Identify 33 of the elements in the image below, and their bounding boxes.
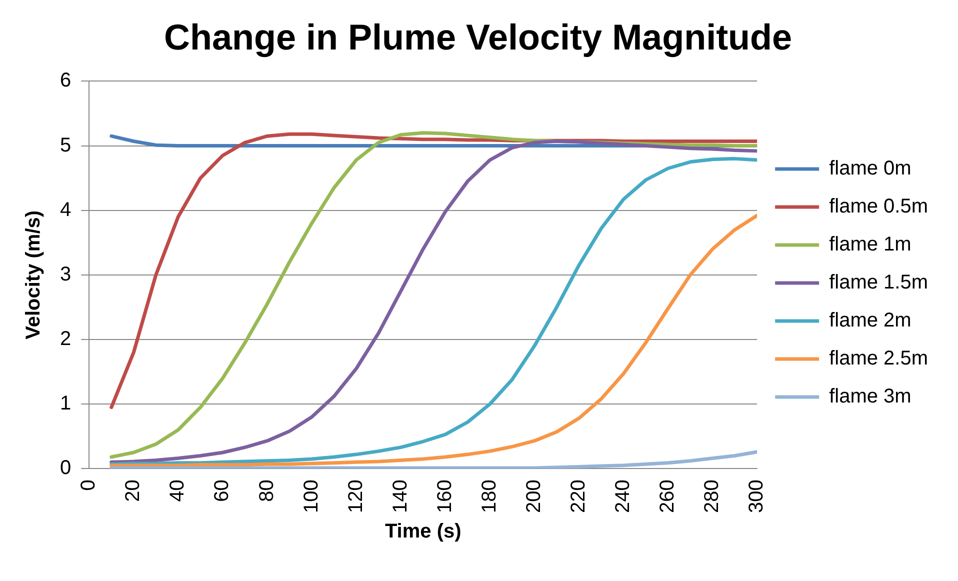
y-tick-label: 5 bbox=[60, 134, 72, 156]
y-tick-label: 0 bbox=[60, 457, 72, 480]
legend-label: flame 1.5m bbox=[829, 272, 928, 294]
x-tick-label: 20 bbox=[122, 480, 144, 502]
y-tick-label: 6 bbox=[60, 70, 72, 92]
x-axis-title: Time (s) bbox=[384, 520, 462, 543]
chart-title: Change in Plume Velocity Magnitude bbox=[164, 16, 792, 58]
x-tick-label: 0 bbox=[78, 480, 100, 491]
x-tick-label: 60 bbox=[211, 480, 234, 502]
x-tick-label: 180 bbox=[478, 480, 500, 514]
legend-label: flame 1m bbox=[829, 234, 912, 256]
x-tick-label: 100 bbox=[300, 480, 322, 514]
y-tick-label: 1 bbox=[60, 392, 72, 415]
y-tick-label: 4 bbox=[60, 198, 72, 221]
x-tick-label: 280 bbox=[701, 480, 724, 514]
legend-label: flame 2.5m bbox=[829, 348, 928, 370]
x-tick-label: 160 bbox=[434, 480, 456, 514]
legend-label: flame 3m bbox=[829, 386, 912, 408]
x-tick-label: 300 bbox=[746, 480, 768, 514]
y-axis-title: Velocity (m/s) bbox=[22, 210, 45, 340]
x-tick-label: 80 bbox=[256, 480, 278, 502]
legend-label: flame 2m bbox=[829, 310, 912, 332]
x-tick-label: 140 bbox=[389, 480, 412, 514]
x-tick-label: 200 bbox=[522, 480, 545, 514]
x-tick-label: 120 bbox=[344, 480, 367, 514]
legend-label: flame 0.5m bbox=[829, 196, 928, 218]
x-tick-label: 220 bbox=[567, 480, 590, 514]
x-tick-label: 260 bbox=[656, 480, 679, 514]
y-tick-label: 3 bbox=[60, 263, 72, 286]
y-tick-label: 2 bbox=[60, 328, 72, 350]
x-tick-label: 240 bbox=[612, 480, 634, 514]
x-tick-label: 40 bbox=[166, 480, 189, 502]
legend-label: flame 0m bbox=[829, 158, 912, 180]
